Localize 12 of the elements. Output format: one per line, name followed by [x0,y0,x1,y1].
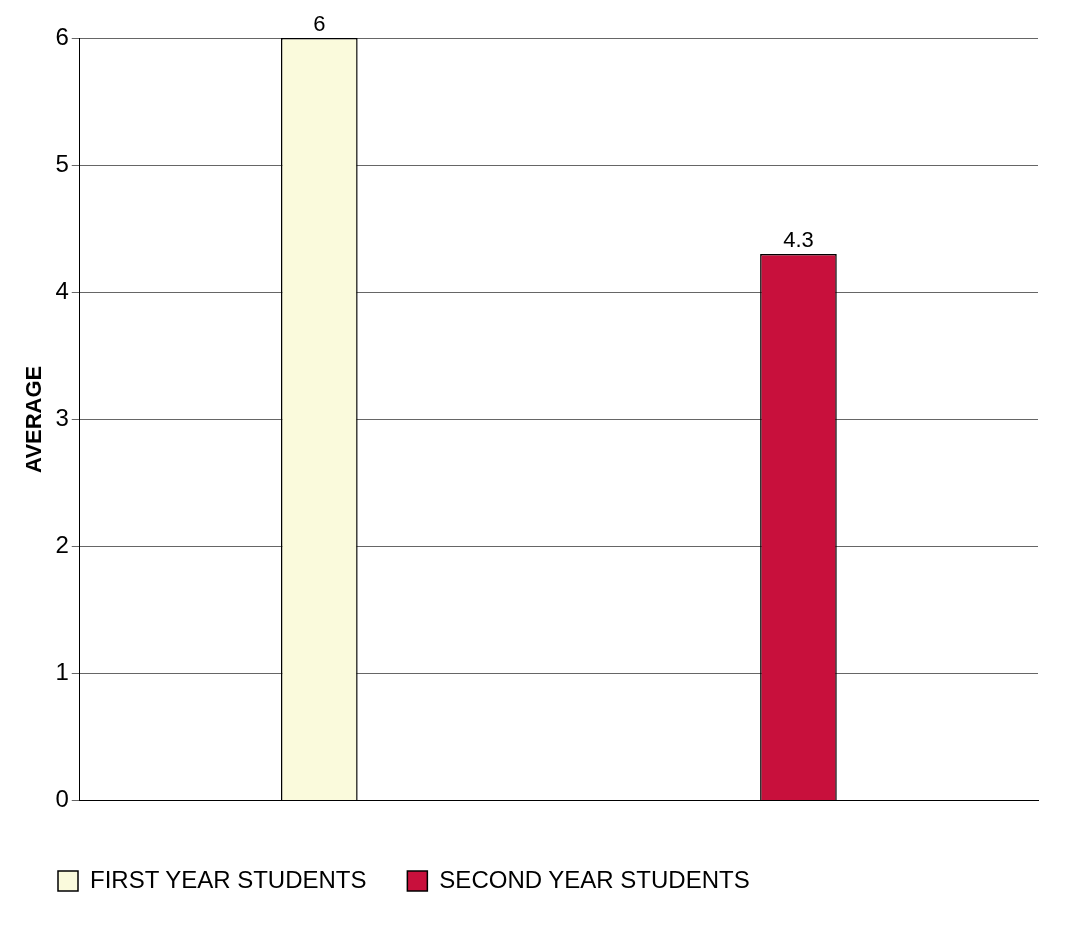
y-tick-label: 0 [55,785,69,813]
legend-label: SECOND YEAR STUDENTS [439,865,750,893]
data-label: 4.3 [783,227,814,253]
y-axis-title: AVERAGE [21,365,47,473]
legend-label: FIRST YEAR STUDENTS [90,865,367,893]
data-label: 6 [313,11,326,37]
y-tick-label: 1 [55,658,69,686]
y-tick-label: 6 [55,22,69,50]
y-tick-label: 4 [55,276,69,304]
y-tick-label: 2 [55,531,69,559]
y-tick-label: 3 [55,403,69,431]
y-tick-label: 5 [55,149,69,177]
